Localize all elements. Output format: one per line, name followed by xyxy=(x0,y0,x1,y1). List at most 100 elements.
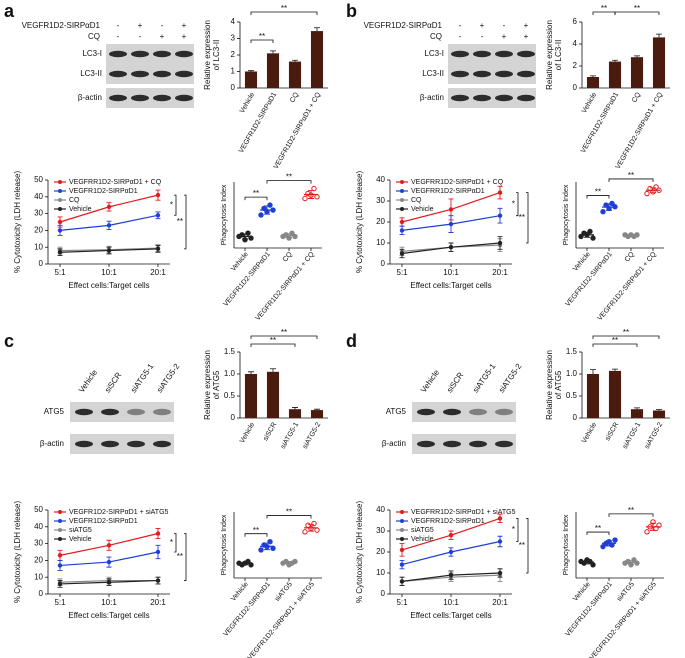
band xyxy=(127,408,145,416)
y-tick-label: 40 xyxy=(34,192,43,201)
x-tick-label: Vehicle xyxy=(572,581,592,603)
bar xyxy=(608,370,622,418)
significance-label: ** xyxy=(623,328,629,337)
error-bar xyxy=(612,368,618,371)
legend-label: siATG5 xyxy=(411,527,434,534)
y-tick-label: 3 xyxy=(231,34,236,43)
error-bar xyxy=(314,408,320,411)
legend-marker xyxy=(58,537,62,541)
blot-strip xyxy=(448,88,536,108)
band xyxy=(417,408,435,416)
point xyxy=(267,202,273,208)
point xyxy=(314,194,320,200)
legend-label: VEGFRR1D2-SIRPαD1 + siATG5 xyxy=(411,509,516,516)
significance-bracket xyxy=(516,192,519,217)
point xyxy=(399,228,405,233)
legend-marker xyxy=(58,207,62,211)
x-axis-label: Effect cells:Target cells xyxy=(410,281,491,290)
lane-label: siATG5-1 xyxy=(129,362,156,395)
sign: + xyxy=(480,21,485,30)
band xyxy=(495,440,513,448)
panel-label: a xyxy=(4,1,15,21)
x-tick-label: siATG5-2 xyxy=(644,421,665,450)
band-label: LC3-I xyxy=(424,49,444,58)
error-bar xyxy=(584,231,590,238)
bar xyxy=(586,77,600,88)
band xyxy=(109,50,127,58)
x-tick-label: 5:1 xyxy=(396,268,408,277)
significance-bracket xyxy=(526,518,529,574)
bar xyxy=(630,57,644,88)
y-tick-label: 30 xyxy=(34,209,43,218)
bar xyxy=(310,31,324,88)
blot-strip xyxy=(412,434,516,454)
x-tick-label: 10:1 xyxy=(443,598,459,607)
point xyxy=(448,549,454,555)
band-label: β-actin xyxy=(382,439,406,448)
x-tick-label: 20:1 xyxy=(150,598,166,607)
point xyxy=(292,233,298,240)
x-tick-label: CQ xyxy=(631,91,643,104)
panel-label: d xyxy=(346,331,357,351)
error-bar xyxy=(286,233,292,239)
significance-bracket xyxy=(608,178,654,182)
point xyxy=(155,578,161,583)
bar xyxy=(266,53,280,88)
legend-marker xyxy=(400,528,404,532)
band-label: LC3-II xyxy=(422,69,444,78)
significance-bracket xyxy=(592,343,638,347)
band xyxy=(153,94,171,102)
sign: + xyxy=(524,32,529,41)
band-label: β-actin xyxy=(78,93,102,102)
legend-label: siATG5 xyxy=(69,527,92,534)
significance-bracket xyxy=(592,335,660,339)
band xyxy=(101,440,119,448)
error-bar xyxy=(650,187,656,194)
legend-label: Vehicle xyxy=(69,536,92,543)
band xyxy=(101,408,119,416)
x-tick-label: Vehicle xyxy=(230,581,250,603)
error-bar xyxy=(606,540,612,547)
point xyxy=(590,562,596,568)
point xyxy=(57,553,63,558)
band xyxy=(473,94,491,102)
y-axis-label: % Cytotoxicity (LDH release) xyxy=(13,171,22,274)
significance-label: ** xyxy=(595,188,601,197)
y-tick-label: 0 xyxy=(573,83,578,92)
significance-bracket xyxy=(244,196,268,201)
point xyxy=(497,570,503,576)
y-tick-label: 0 xyxy=(231,83,236,92)
error-bar xyxy=(270,50,276,54)
legend-marker xyxy=(58,198,62,202)
legend-marker xyxy=(58,189,62,193)
bar xyxy=(288,409,302,418)
point xyxy=(399,579,405,584)
y-axis-label: of LC3-II xyxy=(554,40,563,71)
y-axis-label: % Cytotoxicity (LDH release) xyxy=(355,171,364,274)
error-bar xyxy=(584,559,590,565)
sign: + xyxy=(138,21,143,30)
error-bar xyxy=(628,560,634,565)
x-tick-label: 20:1 xyxy=(492,268,508,277)
legend-marker xyxy=(400,189,404,193)
lane-label: siATG5-2 xyxy=(497,362,524,395)
bar xyxy=(266,371,280,418)
x-tick-label: siSCR xyxy=(262,421,278,442)
bar xyxy=(630,409,644,418)
error-bar xyxy=(634,407,640,410)
band-label: β-actin xyxy=(40,439,64,448)
legend-label: VEGFR1D2-SIRPαD1 xyxy=(69,518,138,525)
point xyxy=(590,235,596,241)
point xyxy=(600,209,606,215)
sign: - xyxy=(161,21,164,30)
point xyxy=(634,232,640,238)
x-tick-label: Vehicle xyxy=(572,251,592,273)
error-bar xyxy=(612,59,618,62)
point xyxy=(612,537,618,543)
x-axis-label: Effect cells:Target cells xyxy=(68,281,149,290)
sign: + xyxy=(524,21,529,30)
x-tick-label: 20:1 xyxy=(492,598,508,607)
error-bar xyxy=(628,234,634,237)
